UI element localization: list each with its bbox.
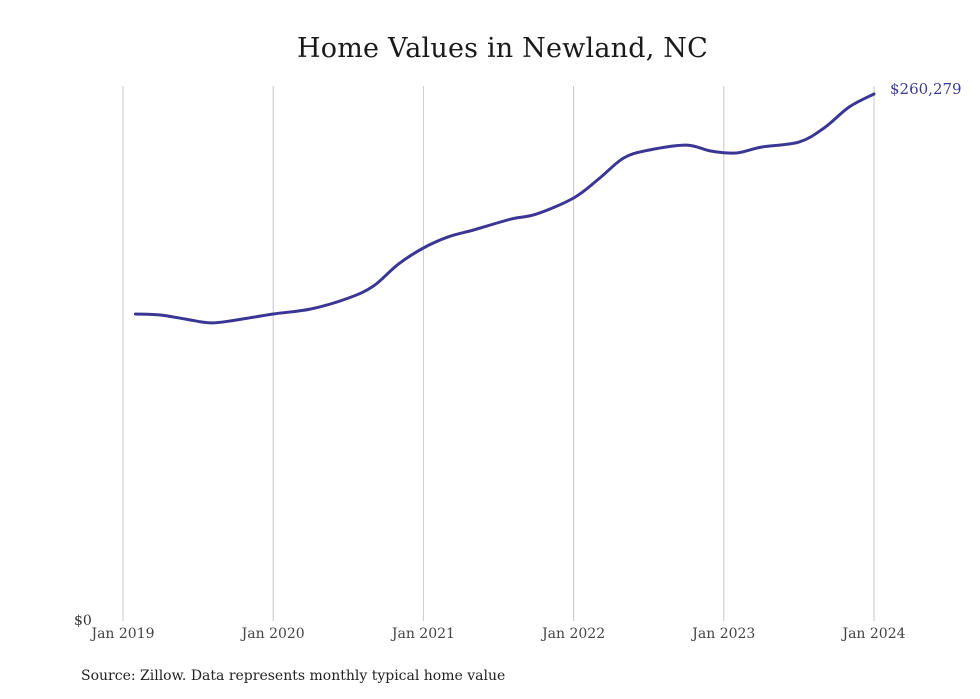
x-tick-label: Jan 2024 [842,626,906,642]
end-value-label: $260,279 [890,80,962,98]
chart-title: Home Values in Newland, NC [297,33,708,64]
x-tick-label: Jan 2023 [692,626,756,642]
vertical-gridlines [122,86,875,621]
home-value-line [134,92,876,325]
x-tick-label: Jan 2021 [391,626,455,642]
x-tick-label: Jan 2022 [542,626,606,642]
source-note: Source: Zillow. Data represents monthly … [81,668,506,684]
x-tick-label: Jan 2019 [91,626,155,642]
x-tick-label: Jan 2020 [241,626,305,642]
y-axis-zero-label: $0 [74,613,92,629]
